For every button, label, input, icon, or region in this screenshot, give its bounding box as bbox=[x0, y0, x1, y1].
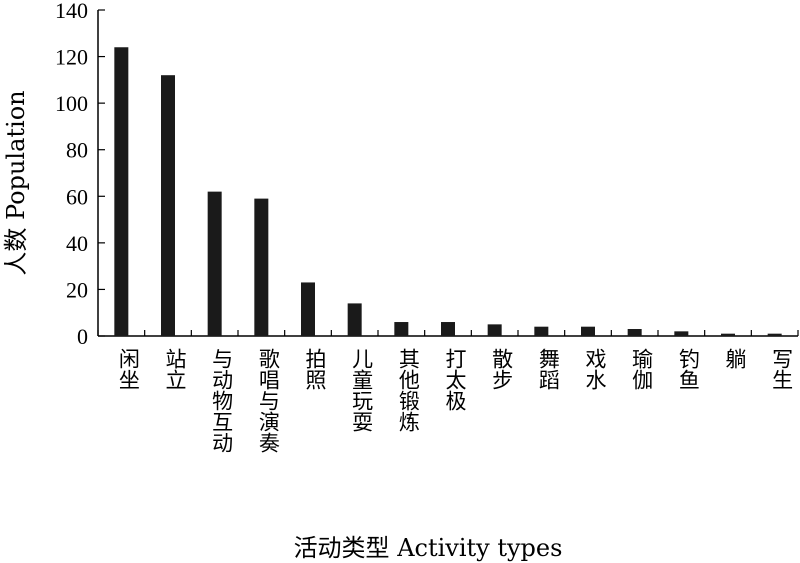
y-tick-label: 80 bbox=[66, 138, 88, 163]
category-label: 拍照 bbox=[303, 348, 327, 390]
category-label: 闲坐 bbox=[116, 348, 140, 390]
category-labels: 闲坐 站立 与动物互动 歌唱与演奏 拍照 儿童玩耍 其他锻炼 打太极 散步 舞蹈 戏水 瑜伽 钓鱼 躺 写生 bbox=[116, 348, 793, 453]
bar bbox=[161, 75, 175, 336]
bar bbox=[347, 303, 362, 336]
bar bbox=[581, 326, 595, 336]
category-label: 散步 bbox=[490, 348, 514, 390]
bar bbox=[767, 333, 782, 336]
bar bbox=[114, 47, 129, 336]
y-axis-title: 人数 Population bbox=[2, 90, 30, 275]
category-label: 写生 bbox=[770, 348, 794, 390]
category-label: 打太极 bbox=[443, 348, 467, 411]
category-label: 戏水 bbox=[583, 348, 607, 390]
y-tick-label: 20 bbox=[66, 277, 88, 302]
category-label: 歌唱与演奏 bbox=[256, 348, 280, 453]
bar bbox=[487, 324, 502, 336]
category-label: 与动物互动 bbox=[210, 348, 234, 453]
bars bbox=[114, 47, 782, 336]
bar bbox=[534, 326, 549, 336]
y-axis: 0 20 40 60 80 100 120 140 bbox=[55, 0, 105, 349]
category-label: 钓鱼 bbox=[676, 348, 700, 390]
bar bbox=[254, 198, 269, 336]
bar bbox=[627, 329, 642, 336]
bar bbox=[674, 331, 689, 336]
x-axis-title: 活动类型 Activity types bbox=[294, 534, 563, 562]
category-label: 其他锻炼 bbox=[396, 348, 420, 432]
category-label: 躺 bbox=[723, 348, 747, 369]
bar bbox=[721, 333, 735, 336]
category-label: 瑜伽 bbox=[630, 348, 654, 390]
y-tick-label: 100 bbox=[55, 91, 88, 116]
y-tick-label: 40 bbox=[66, 231, 88, 256]
category-label: 站立 bbox=[163, 348, 187, 390]
y-tick-label: 60 bbox=[66, 184, 88, 209]
bar bbox=[394, 322, 409, 336]
bar bbox=[441, 322, 455, 336]
y-tick-label: 120 bbox=[55, 45, 88, 70]
y-tick-label: 140 bbox=[55, 0, 88, 23]
bar bbox=[207, 191, 222, 336]
category-label: 舞蹈 bbox=[536, 348, 560, 390]
category-label: 儿童玩耍 bbox=[350, 348, 374, 432]
y-tick-label: 0 bbox=[77, 324, 88, 349]
bar bbox=[301, 282, 315, 336]
